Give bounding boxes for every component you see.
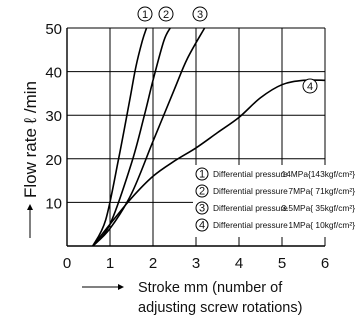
curve-label-number: 1 [142, 9, 148, 21]
x-axis-label-arrowhead [118, 284, 124, 290]
legend-marker-number: 2 [199, 186, 205, 198]
legend-marker-circle [195, 167, 209, 181]
curve-label-circle [158, 6, 174, 22]
y-axis-label-arrowhead [27, 204, 33, 210]
legend-entry-label: Differential pressure [213, 186, 288, 196]
series-14mpa-line [92, 27, 148, 247]
y-axis-title: Flow rate ℓ /min [21, 81, 40, 198]
legend-entry-label: Differential pressure [213, 203, 288, 213]
legend-marker-number: 4 [199, 220, 205, 232]
tick-labels: 0 1 2 3 4 5 6 10 20 30 40 50 [45, 21, 329, 272]
curve-labels: 1 2 3 4 [137, 6, 318, 94]
x-tick-label: 0 [63, 255, 71, 272]
legend-marker-number: 3 [199, 203, 205, 215]
series-7mpa-line [92, 27, 171, 247]
x-tick-label: 4 [235, 255, 243, 272]
x-tick-label: 5 [278, 255, 286, 272]
x-tick-label: 2 [149, 255, 157, 272]
legend-marker-circle [195, 184, 209, 198]
x-axis-title-line-2: adjusting screw rotations) [138, 300, 302, 316]
y-tick-label: 30 [45, 108, 62, 125]
legend-entry-label: Differential pressure [213, 220, 288, 230]
y-tick-label: 10 [45, 195, 62, 212]
y-tick-label: 20 [45, 152, 62, 169]
legend-marker-circle [195, 218, 209, 232]
y-axis-label: Flow rate ℓ /min [21, 81, 40, 238]
legend-entry-pressure: 14MPa{143kgf/cm²} [281, 169, 355, 179]
legend-background [193, 165, 359, 237]
legend-entry-pressure: 7MPa{ 71kgf/cm²} [288, 186, 355, 196]
x-tick-label: 6 [321, 255, 329, 272]
y-tick-label: 40 [45, 65, 62, 82]
series-1mpa-line [92, 79, 326, 247]
curve-label-number: 4 [307, 81, 313, 93]
legend-marker-circle [195, 201, 209, 215]
curve-label-number: 2 [163, 9, 169, 21]
curve-label-circle [302, 78, 318, 94]
legend-entry-pressure: 3.5MPa{ 35kgf/cm²} [281, 203, 355, 213]
legend: 1 Differential pressure14MPa{143kgf/cm²}2… [193, 165, 359, 237]
legend-marker-number: 1 [199, 169, 205, 181]
series-lines [92, 27, 326, 247]
x-axis-title-line-1: Stroke mm (number of [138, 280, 283, 296]
curve-label-number: 3 [197, 9, 203, 21]
legend-entry-pressure: 1MPa{ 10kgf/cm²} [288, 220, 355, 230]
x-tick-label: 3 [192, 255, 200, 272]
curve-label-circle [192, 6, 208, 22]
series-3-5mpa-line [92, 27, 206, 247]
y-tick-label: 50 [45, 21, 62, 38]
curve-label-circle [137, 6, 153, 22]
x-axis-label: Stroke mm (number of adjusting screw rot… [82, 280, 302, 316]
legend-entry-label: Differential pressure [213, 169, 288, 179]
x-tick-label: 1 [106, 255, 114, 272]
